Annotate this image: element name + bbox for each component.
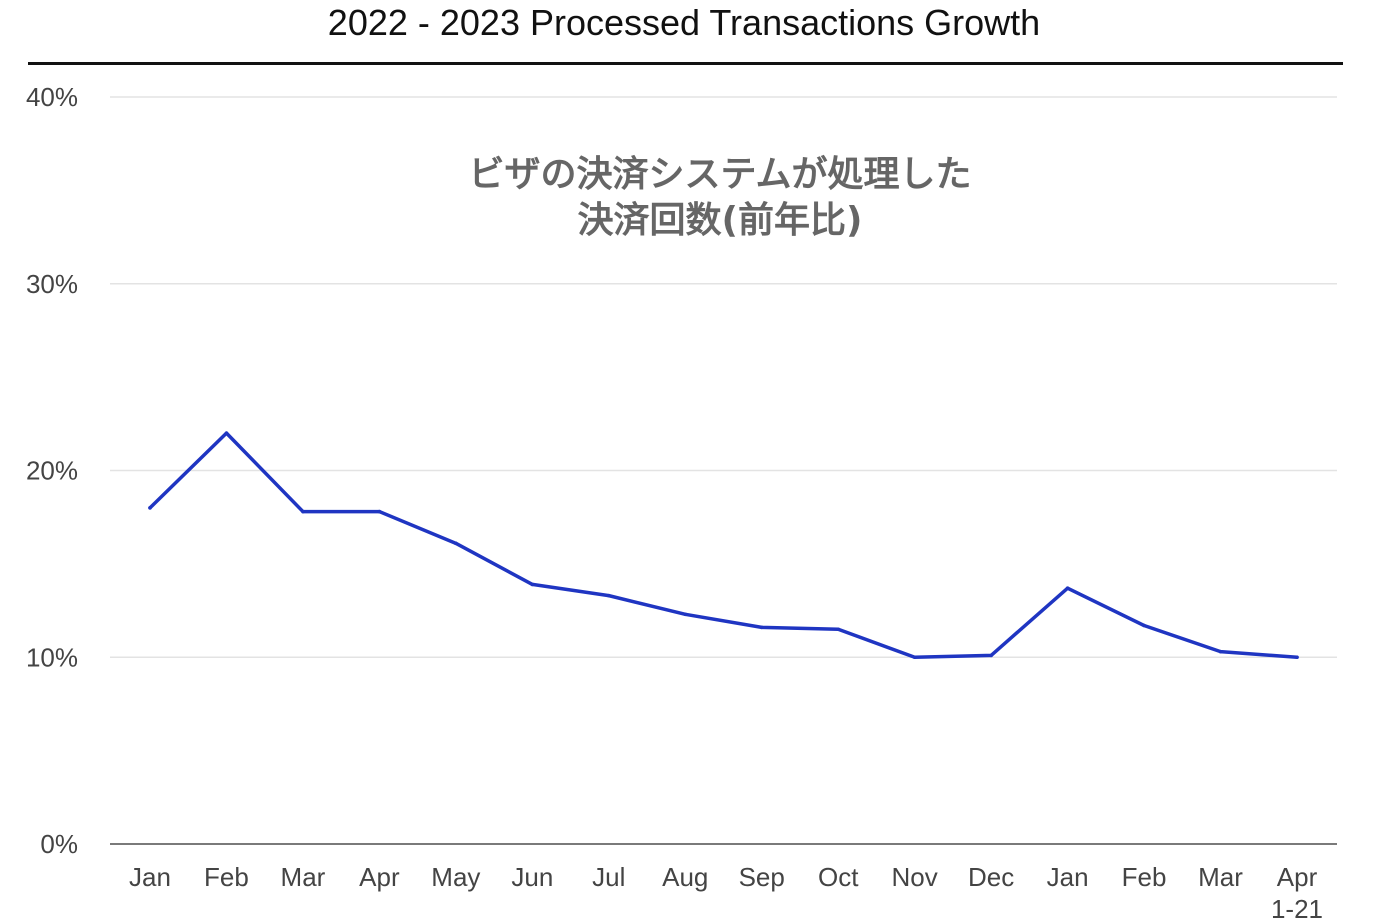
x-tick-label: Nov bbox=[892, 862, 938, 892]
data-point bbox=[607, 593, 611, 598]
x-tick-label: Feb bbox=[1122, 862, 1167, 892]
x-tick-label: Apr bbox=[1277, 862, 1318, 892]
chart-subtitle: ビザの決済システムが処理した 決済回数(前年比) bbox=[420, 152, 1020, 244]
x-tick-label: Apr bbox=[359, 862, 400, 892]
x-tick-label: 1-21 bbox=[1271, 894, 1323, 922]
x-tick-label: Sep bbox=[739, 862, 785, 892]
x-axis-ticks: Jan Feb Mar Apr May Jun Jul Aug Sep Oct Nov Dec Jan F… bbox=[129, 862, 1323, 922]
x-tick-label: Oct bbox=[818, 862, 859, 892]
data-point bbox=[836, 627, 840, 632]
data-point bbox=[1218, 649, 1223, 654]
data-point bbox=[1295, 655, 1299, 660]
data-point bbox=[148, 506, 152, 510]
subtitle-line-2: 決済回数(前年比) bbox=[577, 200, 863, 241]
data-point bbox=[454, 541, 458, 546]
gridlines bbox=[110, 96, 1337, 845]
y-tick-label: 40% bbox=[26, 82, 78, 112]
x-tick-label: Dec bbox=[968, 862, 1014, 892]
y-tick-label: 30% bbox=[26, 269, 78, 299]
data-point bbox=[224, 431, 229, 435]
y-tick-label: 20% bbox=[26, 456, 78, 486]
data-point bbox=[377, 509, 382, 514]
x-tick-label: Jun bbox=[511, 862, 553, 892]
data-point bbox=[683, 612, 688, 617]
data-point bbox=[912, 655, 917, 660]
x-tick-label: Mar bbox=[1198, 862, 1243, 892]
x-tick-label: Mar bbox=[281, 862, 326, 892]
x-tick-label: Aug bbox=[662, 862, 708, 892]
data-point bbox=[301, 509, 305, 514]
y-tick-label: 0% bbox=[40, 829, 78, 859]
title-rule bbox=[28, 62, 1343, 65]
x-tick-label: Jan bbox=[129, 862, 171, 892]
chart-title: 2022 - 2023 Processed Transactions Growt… bbox=[327, 2, 1041, 43]
y-axis-ticks: 0% 10% 20% 30% 40% bbox=[26, 82, 78, 859]
data-point bbox=[530, 582, 535, 587]
data-point bbox=[759, 625, 764, 630]
x-tick-label: Feb bbox=[204, 862, 249, 892]
series-layer bbox=[148, 431, 1299, 660]
x-tick-label: Jul bbox=[592, 862, 625, 892]
series-line bbox=[148, 431, 1299, 659]
data-point bbox=[1065, 586, 1070, 590]
x-tick-label: May bbox=[431, 862, 480, 892]
x-tick-label: Jan bbox=[1047, 862, 1089, 892]
y-tick-label: 10% bbox=[26, 642, 78, 672]
data-point bbox=[1142, 623, 1146, 628]
subtitle-line-1: ビザの決済システムが処理した bbox=[468, 154, 972, 195]
data-point bbox=[989, 653, 993, 658]
